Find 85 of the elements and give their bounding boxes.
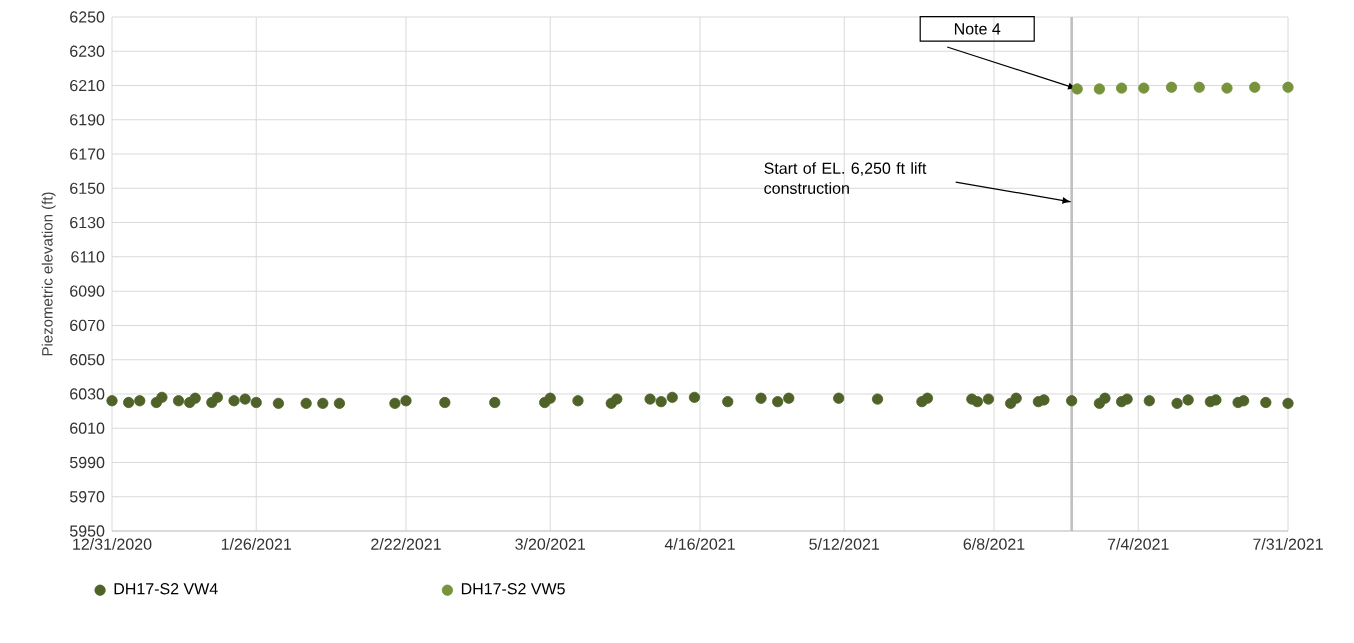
point: [250, 396, 262, 409]
point: [300, 397, 312, 409]
point: [1066, 395, 1078, 407]
point: [1121, 393, 1133, 405]
point: [489, 396, 501, 409]
point: [389, 397, 401, 409]
y-tick-label: 6030: [70, 388, 105, 400]
y-tick-label: 6110: [71, 251, 105, 263]
y-tick-label: 6170: [70, 148, 105, 160]
point: [1171, 397, 1183, 409]
point: [644, 393, 656, 405]
x-tick-label: 7/4/2021: [1107, 538, 1169, 550]
annotation: Note 4: [954, 23, 1001, 35]
point: [1238, 395, 1250, 407]
y-tick-label: 6210: [70, 79, 105, 92]
point: [156, 391, 168, 403]
y-tick-label: 6150: [70, 182, 105, 194]
point: [228, 395, 240, 407]
point: [1165, 81, 1178, 93]
point: [871, 393, 884, 405]
point: [655, 396, 667, 408]
point: [1249, 81, 1261, 93]
x-tick-label: 4/16/2021: [664, 538, 735, 550]
point: [1182, 394, 1194, 406]
x-tick-label: 7/31/2021: [1253, 538, 1323, 550]
y-tick-label: 6250: [70, 11, 105, 23]
point: [1143, 395, 1155, 407]
y-tick-label: 6130: [70, 216, 105, 229]
x-tick-label: 5/12/2021: [809, 538, 880, 550]
point: [1010, 392, 1022, 404]
point: [722, 396, 734, 408]
y-tick-label: 5950: [69, 525, 105, 537]
y-tick-label: 5970: [69, 491, 105, 503]
point: [611, 393, 623, 405]
legend-label: DH17-S2 VW5: [461, 583, 565, 595]
point: [211, 391, 223, 403]
point: [833, 392, 845, 404]
y-tick-label: 6010: [70, 422, 105, 434]
x-tick-label: 12/31/2020: [73, 538, 152, 550]
point: [123, 396, 135, 409]
point: [688, 391, 701, 403]
x-tick-label: 2/22/2021: [371, 538, 441, 550]
point: [1116, 82, 1128, 94]
point: [772, 396, 784, 408]
point: [333, 397, 346, 409]
annotation: Start of EL. 6,250 ft lift construction: [764, 162, 927, 194]
point: [544, 392, 556, 404]
point: [439, 396, 451, 409]
x-tick-label: 1/26/2021: [221, 538, 292, 550]
y-axis-title: Piezometric elevation (ft): [41, 192, 56, 356]
y-tick-label: 6230: [70, 45, 105, 57]
point: [172, 395, 185, 407]
point: [1099, 392, 1111, 404]
point: [1071, 83, 1083, 95]
point: [572, 395, 584, 407]
point: [400, 395, 412, 407]
point: [921, 392, 934, 404]
point: [783, 392, 795, 404]
point: [755, 392, 767, 404]
y-tick-label: 6070: [70, 319, 105, 332]
point: [1093, 83, 1105, 95]
point: [317, 397, 329, 409]
point: [1282, 81, 1294, 93]
point: [1193, 81, 1205, 93]
legend-label: DH17-S2 VW4: [114, 583, 218, 595]
y-tick-label: 6090: [70, 285, 105, 297]
point: [106, 395, 118, 407]
point: [1138, 82, 1150, 94]
point: [1282, 397, 1294, 409]
point: [134, 395, 146, 407]
point: [189, 392, 201, 404]
y-tick-label: 5990: [69, 456, 105, 469]
x-tick-label: 6/8/2021: [963, 538, 1025, 550]
point: [272, 397, 285, 409]
point: [239, 393, 251, 405]
point: [1038, 394, 1050, 406]
point: [666, 391, 678, 403]
point: [982, 393, 995, 405]
point: [971, 396, 983, 408]
y-tick-label: 6050: [70, 354, 105, 366]
point: [1210, 394, 1222, 406]
x-tick-label: 3/20/2021: [515, 538, 586, 550]
y-tick-label: 6190: [70, 114, 105, 126]
point: [1221, 82, 1233, 94]
point: [1260, 396, 1272, 409]
